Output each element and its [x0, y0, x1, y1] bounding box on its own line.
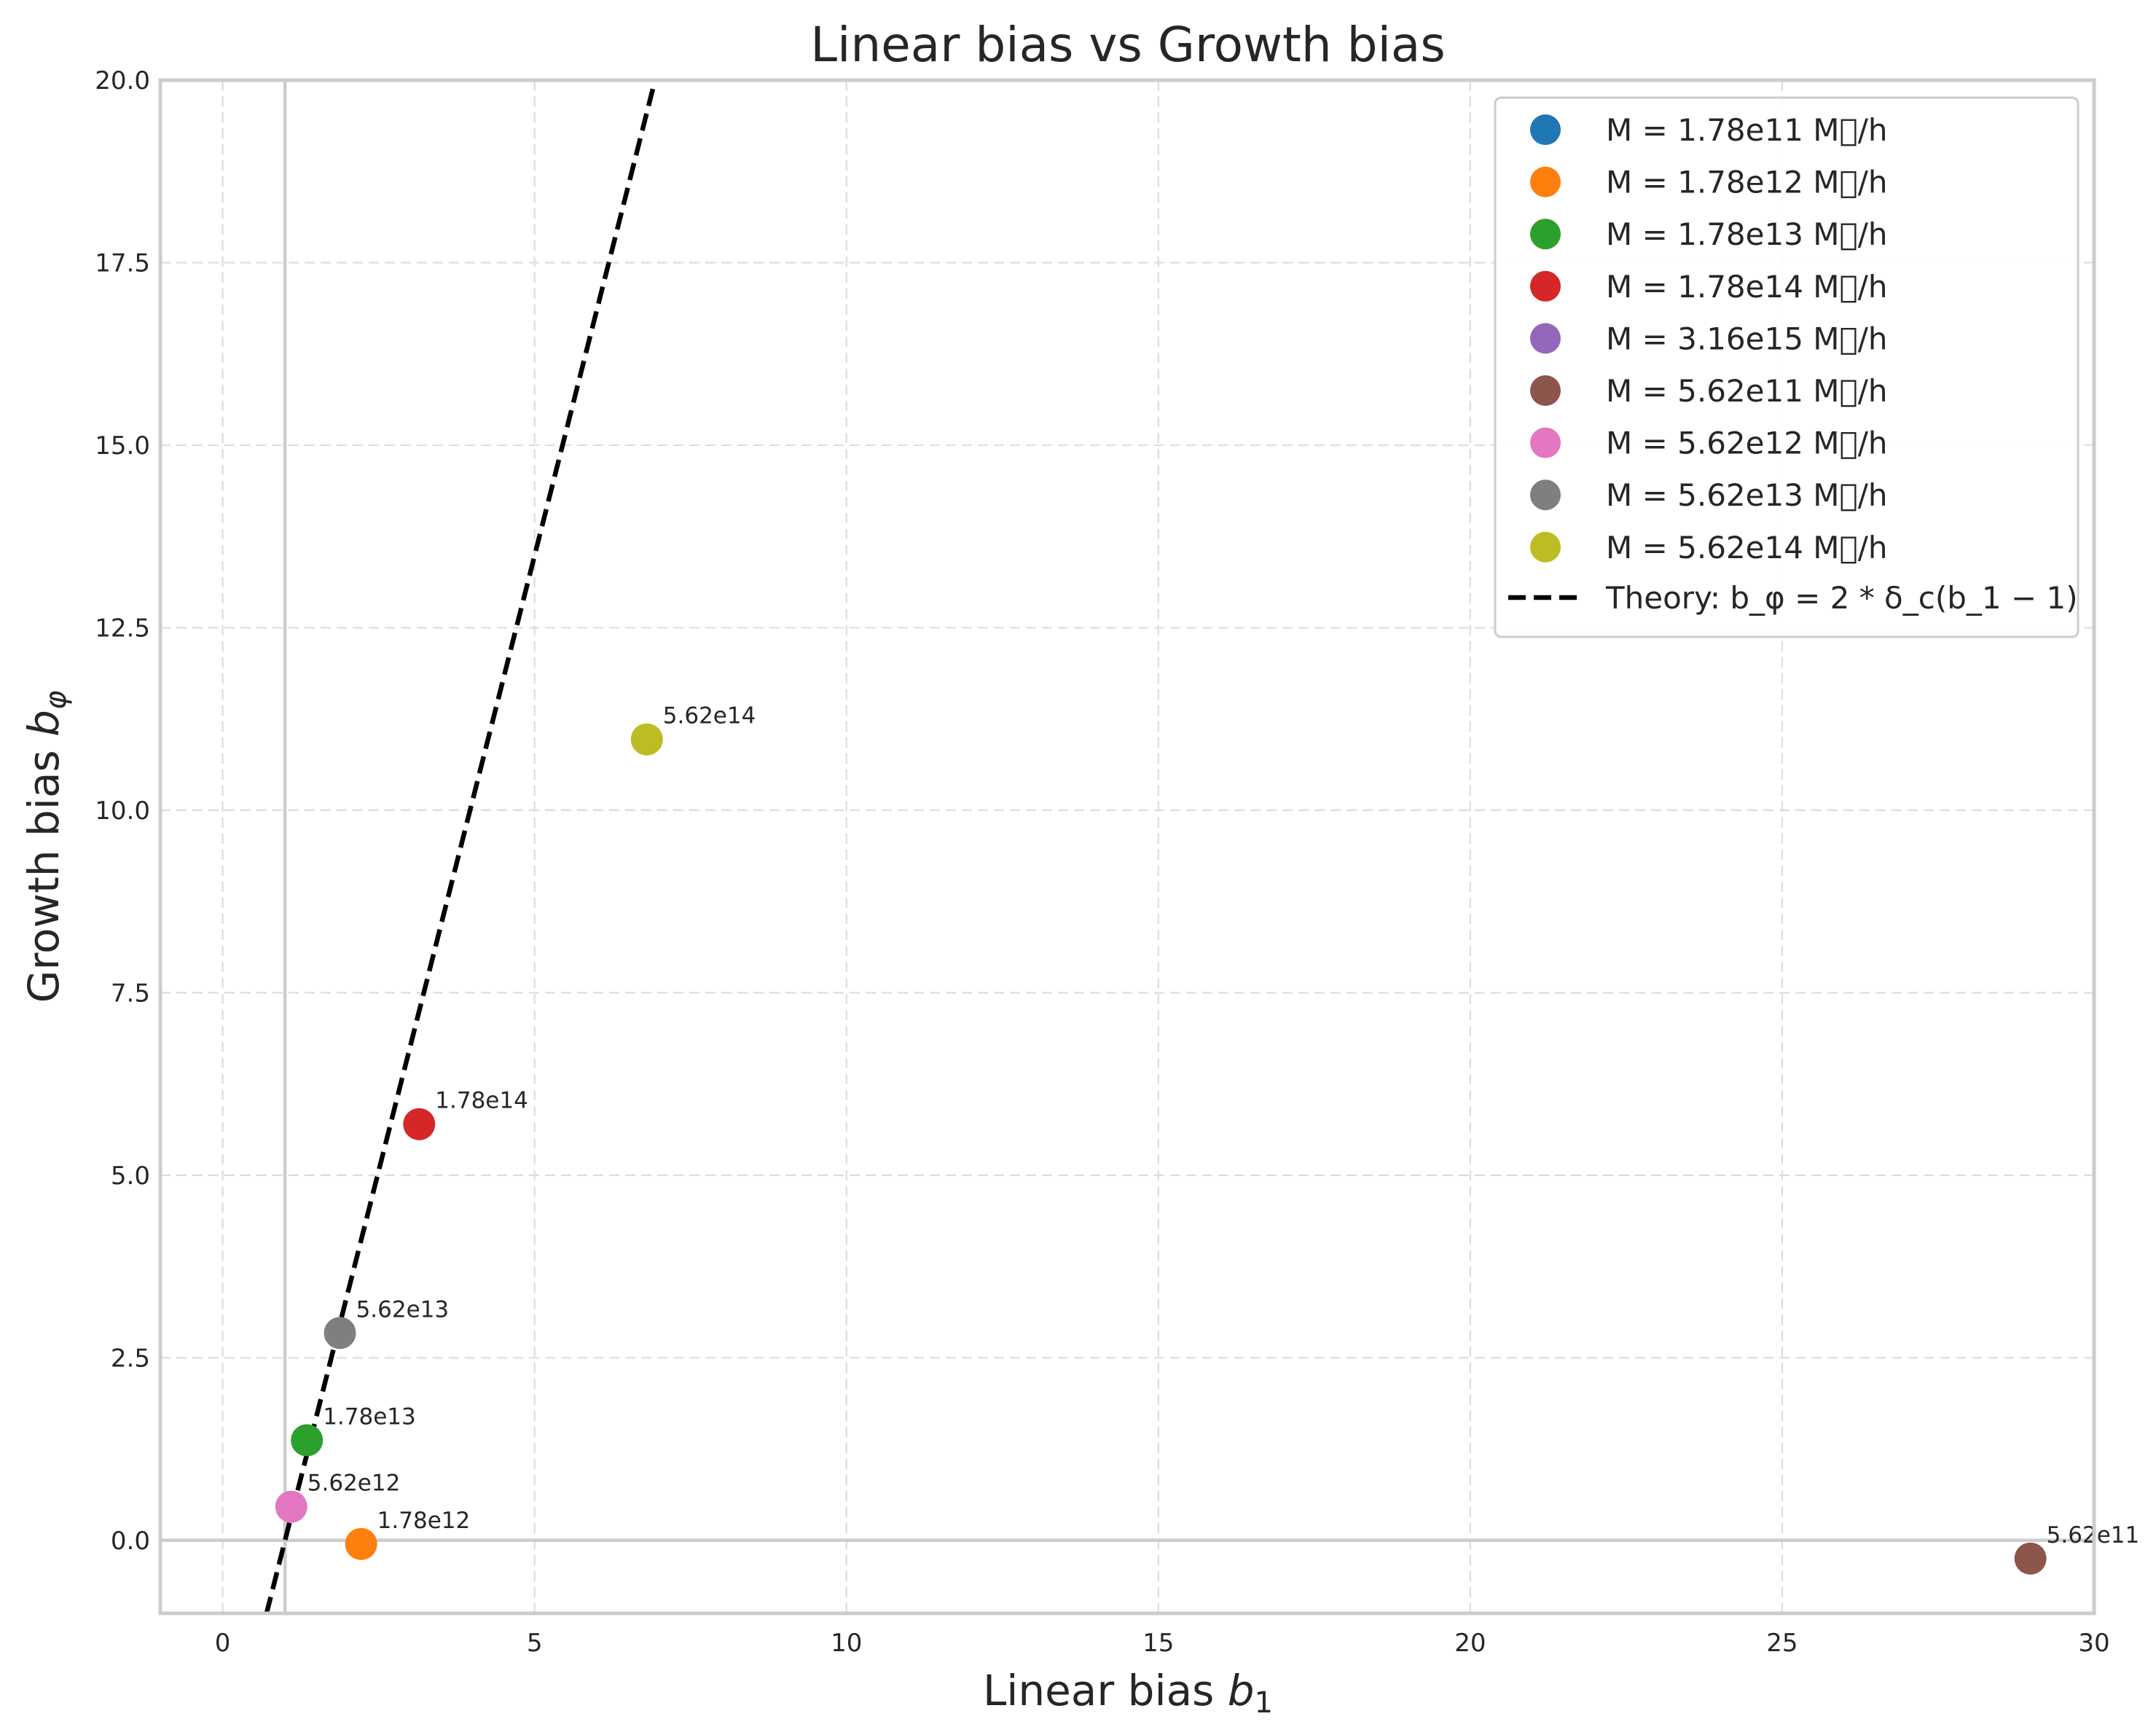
- data-point: [345, 1527, 377, 1560]
- point-label: 1.78e14: [435, 1088, 528, 1114]
- y-tick-label: 15.0: [95, 431, 150, 461]
- x-tick-label: 15: [1142, 1629, 1174, 1658]
- x-tick-label: 5: [527, 1629, 543, 1658]
- legend-label: M = 1.78e11 M /h: [1606, 112, 1888, 148]
- data-point: [291, 1424, 324, 1457]
- data-point: [324, 1317, 356, 1350]
- legend-marker: [1530, 323, 1561, 354]
- legend-label: M = 1.78e14 M /h: [1606, 269, 1888, 305]
- point-label: 5.62e13: [356, 1296, 450, 1323]
- y-tick-label: 7.5: [111, 979, 150, 1008]
- legend-marker: [1530, 219, 1561, 250]
- legend-marker: [1530, 427, 1561, 458]
- data-point: [630, 723, 663, 756]
- x-tick-label: 10: [831, 1629, 862, 1658]
- theory-line-group: [264, 80, 658, 1613]
- y-tick-label: 0.0: [111, 1527, 150, 1556]
- y-tick-label: 10.0: [95, 796, 150, 826]
- legend-label: M = 5.62e12 M /h: [1606, 426, 1888, 461]
- legend-label: M = 1.78e12 M /h: [1606, 165, 1888, 200]
- data-points: 1.78e121.78e131.78e145.62e115.62e125.62e…: [275, 703, 2139, 1575]
- point-label: 1.78e12: [377, 1508, 471, 1534]
- legend-theory-label: Theory: b_φ = 2 * δ_c(b_1 − 1): [1605, 580, 2078, 616]
- point-label: 1.78e13: [323, 1404, 416, 1430]
- point-label: 5.62e14: [663, 703, 756, 729]
- y-tick-label: 5.0: [111, 1162, 150, 1191]
- y-tick-label: 12.5: [95, 614, 150, 643]
- legend-marker: [1530, 114, 1561, 145]
- theory-line: [264, 80, 658, 1613]
- legend-label: M = 1.78e13 M /h: [1606, 216, 1888, 252]
- chart-title: Linear bias vs Growth bias: [810, 17, 1446, 73]
- data-point: [403, 1108, 436, 1140]
- plot-frame: [158, 78, 2096, 1616]
- legend-marker: [1530, 479, 1561, 511]
- legend-marker: [1530, 166, 1561, 197]
- x-tick-labels: 0 5 10 15 20 25 30: [215, 1629, 2110, 1658]
- legend-label: M = 5.62e11 M /h: [1606, 373, 1888, 409]
- y-tick-label: 17.5: [95, 248, 150, 278]
- y-tick-label: 2.5: [111, 1344, 150, 1373]
- legend-frame: [1494, 96, 2079, 638]
- legend-marker: [1530, 375, 1561, 406]
- data-point: [275, 1490, 307, 1523]
- data-point: [2014, 1542, 2047, 1575]
- legend-label: M = 3.16e15 M /h: [1606, 321, 1888, 356]
- reference-lines: [160, 80, 2094, 1613]
- x-tick-label: 30: [2078, 1629, 2109, 1658]
- legend-label: M = 5.62e13 M /h: [1606, 477, 1888, 513]
- y-axis-label: Growth bias bφ: [19, 691, 73, 1003]
- legend-label: M = 5.62e14 M /h: [1606, 530, 1888, 565]
- y-tick-label: 20.0: [95, 66, 150, 95]
- x-tick-label: 0: [215, 1629, 231, 1658]
- legend-marker: [1530, 270, 1561, 302]
- point-label: 5.62e12: [307, 1471, 401, 1497]
- x-tick-label: 25: [1766, 1629, 1798, 1658]
- legend: M = 1.78e11 M /h M = 1.78e12 M /h M = 1.78…: [1494, 96, 2079, 638]
- y-tick-labels: 0.0 2.5 5.0 7.5 10.0 12.5 15.0 17.5 20.0: [95, 66, 150, 1556]
- legend-marker: [1530, 531, 1561, 563]
- x-axis-label: Linear bias b1: [983, 1666, 1273, 1720]
- x-tick-label: 20: [1454, 1629, 1486, 1658]
